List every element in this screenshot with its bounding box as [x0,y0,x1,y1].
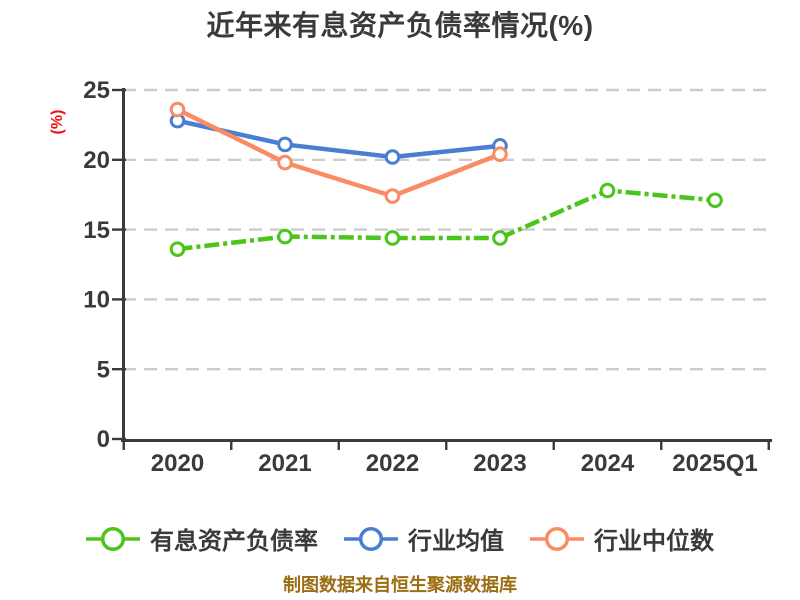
legend-label: 有息资产负债率 [150,528,318,555]
y-tick-label: 25 [83,77,110,104]
x-tick-label: 2021 [258,450,311,477]
chart-title: 近年来有息资产负债率情况(%) [206,10,594,41]
data-point-2-0 [169,101,186,118]
series-line-0 [177,188,716,252]
y-tick-label: 0 [97,426,110,453]
data-point-2-3 [492,146,508,163]
legend-label: 行业中位数 [594,528,714,555]
legend-marker-icon [344,526,398,551]
data-point-0-1 [277,228,293,245]
legend-item-0: 有息资产负债率 [86,521,318,556]
data-point-2-2 [384,188,401,204]
legend-item-1: 行业均值 [344,521,504,556]
legend-marker-icon [530,526,584,551]
data-point-0-4 [599,182,616,199]
y-tick-label: 15 [83,217,110,244]
x-tick-label: 2025Q1 [672,450,757,477]
y-tick-label: 10 [83,287,110,314]
data-point-1-2 [384,149,401,165]
data-point-2-1 [277,154,293,171]
data-point-1-1 [277,136,293,153]
legend-marker-icon [86,526,140,551]
source-note: 制图数据来自恒生聚源数据库 [283,575,517,595]
data-point-0-2 [384,230,401,246]
y-tick-label: 20 [83,147,110,174]
legend: 有息资产负债率 行业均值 行业中位数 [0,521,800,556]
x-tick-label: 2022 [366,450,419,477]
data-point-0-5 [707,192,723,209]
x-tick-label: 2020 [151,450,204,477]
x-tick-label: 2024 [581,450,635,477]
data-point-0-0 [169,241,186,257]
y-tick-label: 5 [97,356,110,383]
legend-label: 行业均值 [408,528,504,555]
series-line-2 [176,107,501,199]
series-line-1 [177,118,501,160]
legend-item-2: 行业中位数 [530,521,714,556]
data-point-0-3 [492,230,508,246]
x-tick-label: 2023 [473,450,526,477]
